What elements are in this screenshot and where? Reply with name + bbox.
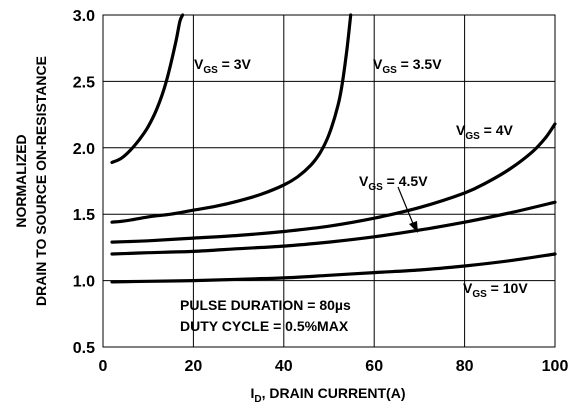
x-tick-labels: 0 20 40 60 80 100 [99,358,569,375]
plot-frame [102,14,556,348]
arrow-head [409,221,418,233]
series-label-1: VGS = 3.5V [373,56,442,76]
x-tick-label: 0 [99,358,108,375]
annotation-duty: DUTY CYCLE = 0.5%MAX [180,318,349,334]
series-line-3 [110,200,557,256]
series-line-2 [110,122,557,244]
series-labels: VGS = 3V VGS = 3.5V VGS = 4V VGS = 4.5V VGS … [194,56,528,300]
series-line-4 [110,252,557,284]
y-tick-label: 1.0 [73,274,95,291]
series-line-0 [110,13,185,164]
y-axis-label-line1: NORMALIZED [13,134,29,227]
series-line-1 [110,13,353,224]
y-tick-label: 2.5 [73,74,95,91]
x-tick-label: 20 [185,358,203,375]
annotation-pulse: PULSE DURATION = 80µs [180,297,351,313]
y-tick-labels: 0.5 1.0 1.5 2.0 2.5 3.0 [73,8,95,357]
y-tick-label: 3.0 [73,8,95,25]
x-tick-label: 100 [542,358,569,375]
x-axis-label: ID, DRAIN CURRENT(A) [250,385,405,405]
x-tick-label: 40 [275,358,293,375]
x-tick-label: 80 [456,358,474,375]
series-label-0: VGS = 3V [194,56,252,76]
y-tick-label: 2.0 [73,141,95,158]
y-tick-label: 1.5 [73,207,95,224]
series-label-2: VGS = 4V [456,122,514,142]
series-lines [110,13,557,284]
y-axis-label-line2: DRAIN TO SOURCE ON-RESISTANCE [33,56,49,306]
x-tick-label: 60 [365,358,383,375]
series-label-3: VGS = 4.5V [359,173,428,193]
arrow-line [397,186,415,227]
series-label-4: VGS = 10V [463,280,528,300]
y-tick-label: 0.5 [73,340,95,357]
